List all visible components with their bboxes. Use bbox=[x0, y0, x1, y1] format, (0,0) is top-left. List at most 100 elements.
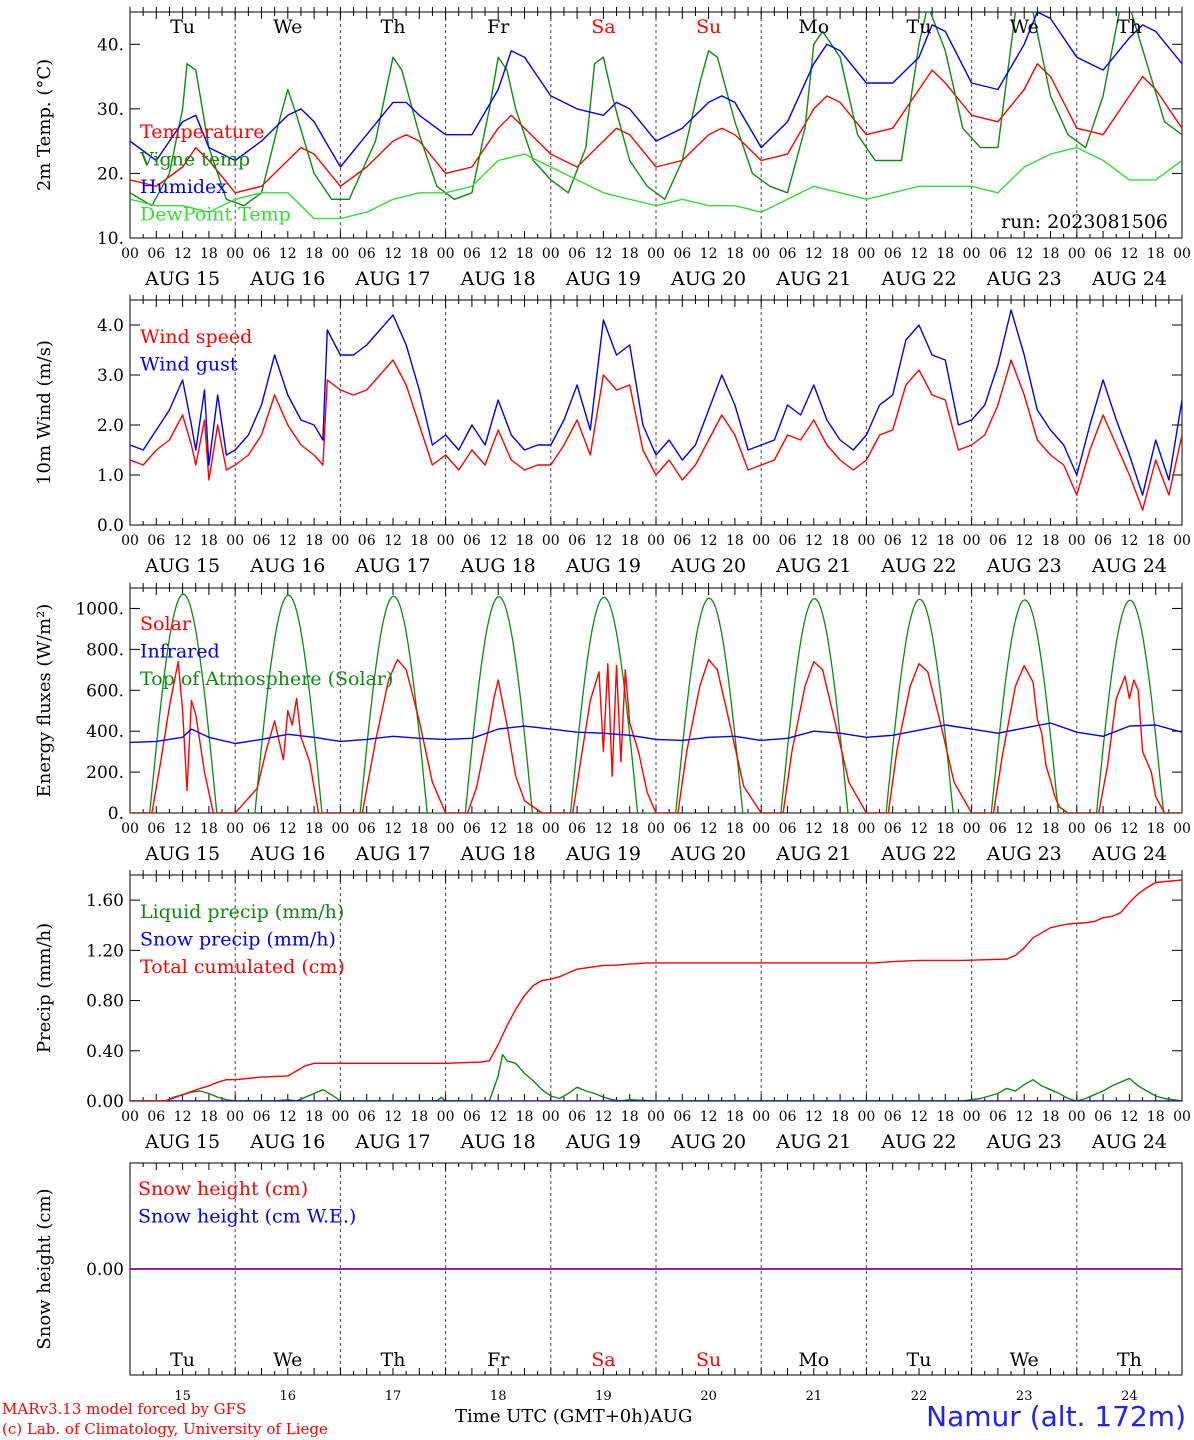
legend-entry: Snow height (cm W.E.) bbox=[138, 1206, 356, 1228]
hour-tick-label: 00 bbox=[1173, 821, 1191, 837]
date-label: AUG 17 bbox=[354, 843, 430, 865]
y-axis-label: 10m Wind (m/s) bbox=[34, 340, 55, 485]
weekday-label: Su bbox=[696, 1349, 721, 1371]
date-label: AUG 17 bbox=[354, 555, 430, 577]
hour-tick-label: 12 bbox=[489, 246, 507, 262]
y-tick-label: 1.20 bbox=[86, 941, 124, 961]
date-label: AUG 21 bbox=[775, 1131, 851, 1153]
hour-tick-label: 12 bbox=[489, 1109, 507, 1125]
hour-tick-label: 00 bbox=[752, 533, 770, 549]
hour-tick-label: 18 bbox=[410, 533, 428, 549]
hour-tick-label: 12 bbox=[700, 246, 718, 262]
y-tick-label: 10. bbox=[97, 229, 124, 249]
y-tick-label: 0.00 bbox=[86, 1092, 124, 1112]
hour-tick-label: 12 bbox=[700, 533, 718, 549]
hour-tick-label: 06 bbox=[673, 246, 691, 262]
hour-tick-label: 12 bbox=[594, 1109, 612, 1125]
date-label: AUG 20 bbox=[670, 555, 746, 577]
hour-tick-label: 00 bbox=[963, 821, 981, 837]
hour-tick-label: 06 bbox=[358, 246, 376, 262]
y-tick-label: 0.40 bbox=[86, 1042, 124, 1062]
date-label: AUG 20 bbox=[670, 1131, 746, 1153]
hour-tick-label: 18 bbox=[200, 1109, 218, 1125]
hour-tick-label: 00 bbox=[226, 533, 244, 549]
date-label: AUG 20 bbox=[670, 268, 746, 290]
date-label: AUG 16 bbox=[249, 1131, 325, 1153]
hour-tick-label: 06 bbox=[779, 246, 797, 262]
hour-tick-label: 00 bbox=[226, 246, 244, 262]
panel-4: Precip (mm/h) bbox=[34, 870, 1183, 1102]
hour-tick-label: 18 bbox=[200, 246, 218, 262]
hour-tick-label: 06 bbox=[884, 246, 902, 262]
panel-2: 10m Wind (m/s) bbox=[34, 295, 1183, 526]
hour-tick-label: 06 bbox=[568, 533, 586, 549]
hour-tick-label: 06 bbox=[1094, 246, 1112, 262]
series-line-toa-solar bbox=[130, 593, 1182, 813]
weekday-label: Fr bbox=[487, 16, 510, 38]
date-label: AUG 15 bbox=[144, 268, 220, 290]
hour-tick-label: 00 bbox=[121, 1109, 139, 1125]
date-label: AUG 18 bbox=[460, 1131, 536, 1153]
series-line-total-cumulated-cm bbox=[130, 879, 1182, 1101]
hour-tick-label: 18 bbox=[1042, 1109, 1060, 1125]
hour-tick-label: 00 bbox=[1173, 533, 1191, 549]
hour-tick-label: 18 bbox=[936, 1109, 954, 1125]
hour-tick-label: 18 bbox=[410, 1109, 428, 1125]
date-label: AUG 15 bbox=[144, 843, 220, 865]
series-line-solar bbox=[130, 658, 1182, 813]
hour-tick-label: 12 bbox=[805, 533, 823, 549]
hour-tick-label: 12 bbox=[489, 821, 507, 837]
hour-tick-label: 18 bbox=[1042, 533, 1060, 549]
weekday-label: Tu bbox=[170, 16, 195, 38]
legend-entry: Temperature bbox=[140, 121, 264, 143]
hour-tick-label: 18 bbox=[831, 1109, 849, 1125]
hour-tick-label: 06 bbox=[253, 533, 271, 549]
hour-tick-label: 00 bbox=[963, 246, 981, 262]
hour-tick-label: 06 bbox=[884, 821, 902, 837]
hour-tick-label: 12 bbox=[384, 1109, 402, 1125]
date-label: AUG 24 bbox=[1091, 268, 1167, 290]
hour-tick-label: 18 bbox=[621, 821, 639, 837]
y-tick-label: 3.0 bbox=[97, 366, 124, 386]
hour-tick-label: 12 bbox=[279, 246, 297, 262]
hour-tick-label: 18 bbox=[1147, 1109, 1165, 1125]
hour-tick-label: 06 bbox=[779, 533, 797, 549]
date-label: AUG 22 bbox=[880, 268, 956, 290]
hour-tick-label: 00 bbox=[121, 246, 139, 262]
hour-tick-label: 18 bbox=[1147, 821, 1165, 837]
hour-tick-label: 12 bbox=[489, 533, 507, 549]
station-name: Namur (alt. 172m) bbox=[926, 1400, 1186, 1433]
legend-entry: Snow precip (mm/h) bbox=[140, 929, 336, 951]
hour-tick-label: 18 bbox=[936, 246, 954, 262]
hour-tick-label: 00 bbox=[857, 246, 875, 262]
date-label: AUG 18 bbox=[460, 268, 536, 290]
hour-tick-label: 00 bbox=[331, 533, 349, 549]
hour-tick-label: 06 bbox=[358, 821, 376, 837]
date-label: AUG 16 bbox=[249, 555, 325, 577]
hour-tick-label: 12 bbox=[174, 533, 192, 549]
legend-entry: Liquid precip (mm/h) bbox=[140, 901, 344, 923]
hour-tick-label: 00 bbox=[1173, 246, 1191, 262]
day-number-label: 16 bbox=[280, 1389, 297, 1404]
hour-tick-label: 00 bbox=[647, 821, 665, 837]
hour-tick-label: 18 bbox=[410, 821, 428, 837]
y-tick-label: 0.00 bbox=[86, 1260, 124, 1280]
series-line-infrared bbox=[130, 722, 1182, 745]
hour-tick-label: 06 bbox=[1094, 1109, 1112, 1125]
y-tick-label: 600. bbox=[86, 681, 124, 701]
hour-tick-label: 00 bbox=[752, 246, 770, 262]
hour-tick-label: 12 bbox=[910, 821, 928, 837]
hour-tick-label: 00 bbox=[331, 821, 349, 837]
hour-tick-label: 18 bbox=[305, 533, 323, 549]
hour-tick-label: 06 bbox=[463, 821, 481, 837]
hour-tick-label: 12 bbox=[384, 821, 402, 837]
hour-tick-label: 00 bbox=[331, 1109, 349, 1125]
hour-tick-label: 18 bbox=[936, 533, 954, 549]
legend-entry: Wind speed bbox=[140, 326, 252, 348]
hour-tick-label: 00 bbox=[437, 821, 455, 837]
hour-tick-label: 12 bbox=[700, 1109, 718, 1125]
hour-tick-label: 12 bbox=[700, 821, 718, 837]
hour-tick-label: 12 bbox=[594, 821, 612, 837]
hour-tick-label: 06 bbox=[463, 1109, 481, 1125]
hour-tick-label: 06 bbox=[989, 246, 1007, 262]
